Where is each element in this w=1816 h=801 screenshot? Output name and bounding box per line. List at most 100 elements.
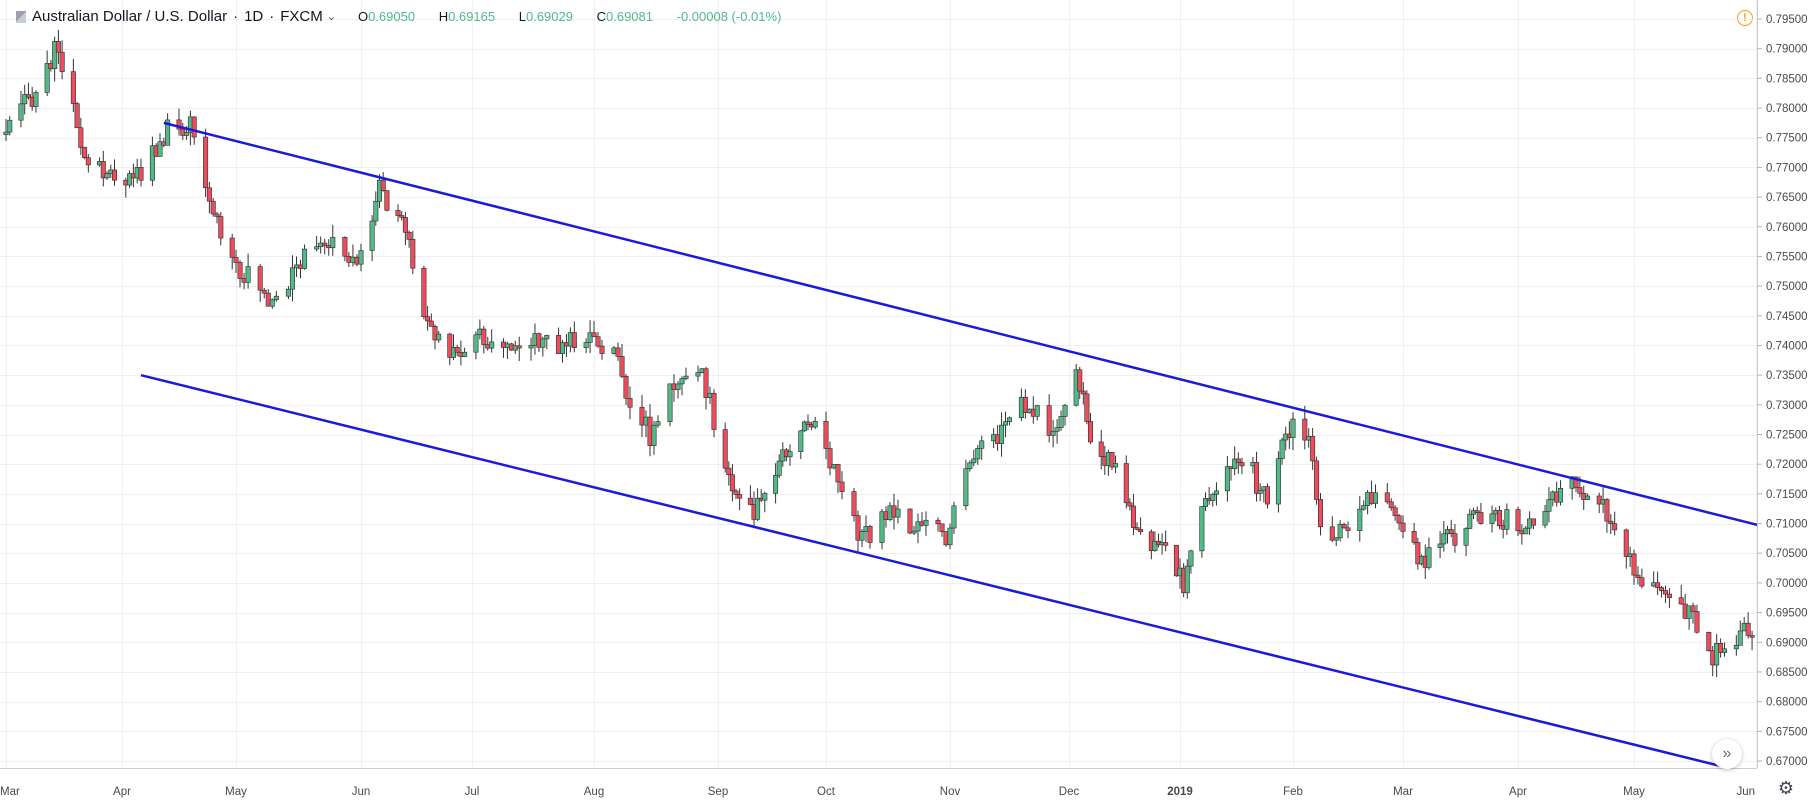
candle <box>1608 513 1614 535</box>
candle <box>214 211 220 224</box>
candle-body <box>1530 518 1536 526</box>
candle <box>639 394 645 438</box>
y-tick-label: 0.69000 <box>1766 637 1808 649</box>
candle-body <box>218 216 224 239</box>
candle-body <box>33 92 39 107</box>
candle-body <box>1608 520 1614 524</box>
candle-body <box>380 179 386 191</box>
candle-body <box>587 332 593 343</box>
x-tick-label: Sep <box>708 786 728 798</box>
candle-body <box>1373 492 1379 504</box>
y-tick-label: 0.73500 <box>1766 370 1808 382</box>
candle-body <box>999 424 1005 444</box>
x-tick-label: Feb <box>1283 786 1303 798</box>
candle-body <box>1659 587 1665 591</box>
symbol-name[interactable]: Australian Dollar / U.S. Dollar <box>32 8 228 25</box>
candle <box>939 523 945 537</box>
gear-icon[interactable]: ⚙ <box>1777 778 1795 798</box>
chevron-down-icon[interactable]: ⌄ <box>326 11 336 23</box>
candle <box>773 463 779 504</box>
candle-body <box>1714 643 1720 666</box>
candle-body <box>210 200 216 215</box>
y-tick-label: 0.71500 <box>1766 489 1808 501</box>
low-key: L <box>518 9 526 24</box>
candle <box>237 260 243 288</box>
candle <box>963 459 969 511</box>
upper-trendline[interactable] <box>163 121 1765 528</box>
candle-body <box>1749 635 1755 638</box>
close-group: C0.69081 <box>597 9 663 24</box>
candle <box>1635 566 1641 585</box>
candle-body <box>285 288 291 297</box>
interval-label[interactable]: 1D <box>244 8 264 25</box>
candle-body <box>915 521 921 532</box>
y-tick-label: 0.75000 <box>1766 281 1808 293</box>
candle-body <box>591 332 597 338</box>
candle-body <box>1046 405 1052 436</box>
candle-body <box>425 316 431 322</box>
candle <box>78 117 84 155</box>
candle <box>1134 522 1140 531</box>
symbol-flag-icon <box>16 10 26 23</box>
candle-body <box>149 145 155 181</box>
warning-icon[interactable]: ! <box>1737 10 1753 26</box>
legend-separator: · <box>269 8 275 25</box>
candle <box>1232 446 1238 476</box>
candle <box>544 334 550 350</box>
candle <box>1558 480 1564 506</box>
y-tick-label: 0.73000 <box>1766 400 1808 412</box>
candles-layer <box>3 29 1767 677</box>
candle-body <box>1302 418 1308 441</box>
candle-body <box>1235 458 1241 463</box>
candle-body <box>827 448 833 469</box>
candle <box>1127 498 1133 511</box>
open-key: O <box>357 9 369 24</box>
candle-body <box>1478 512 1484 524</box>
candle-body <box>1203 498 1209 507</box>
candle-body <box>907 508 913 534</box>
candle-body <box>52 41 58 70</box>
lower-trendline[interactable] <box>140 373 1749 775</box>
source-label[interactable]: FXCM <box>280 8 323 25</box>
candle <box>138 158 144 187</box>
y-tick-label: 0.72500 <box>1766 430 1808 442</box>
candle-body <box>733 490 739 495</box>
candle <box>1239 457 1245 475</box>
candle-body <box>675 383 681 390</box>
candle-body <box>1686 605 1692 619</box>
candle-body <box>1467 513 1473 529</box>
candle <box>1515 506 1521 537</box>
open-group: O0.69050 <box>358 9 425 24</box>
candle <box>1706 631 1712 652</box>
y-tick-label: 0.77000 <box>1766 162 1808 174</box>
candle <box>1341 522 1347 529</box>
candle <box>330 224 336 256</box>
candle-body <box>1452 533 1458 546</box>
x-tick-label: Nov <box>940 786 961 798</box>
x-tick-label: Apr <box>1509 786 1527 798</box>
candle-body <box>923 519 929 526</box>
candle <box>322 238 328 255</box>
candle-body <box>583 342 589 348</box>
candle <box>369 215 375 262</box>
candle-body <box>1084 393 1090 422</box>
candle <box>1314 456 1320 505</box>
price-axis[interactable] <box>1758 0 1816 801</box>
candle-body <box>322 242 328 246</box>
x-tick-label: Apr <box>113 786 131 798</box>
candle-body <box>1396 515 1402 524</box>
candle-body <box>1337 523 1343 539</box>
candle-body <box>1058 416 1064 428</box>
candle <box>798 430 804 460</box>
candle <box>528 337 534 361</box>
candle <box>1173 544 1179 577</box>
candle <box>679 376 685 396</box>
candle-body <box>1188 550 1194 567</box>
time-axis[interactable] <box>0 769 1757 801</box>
scroll-to-realtime-icon[interactable]: » <box>1712 739 1742 769</box>
candle-body <box>835 464 841 483</box>
y-tick-label: 0.69500 <box>1766 608 1808 620</box>
candle <box>737 488 743 511</box>
candle <box>454 344 460 357</box>
